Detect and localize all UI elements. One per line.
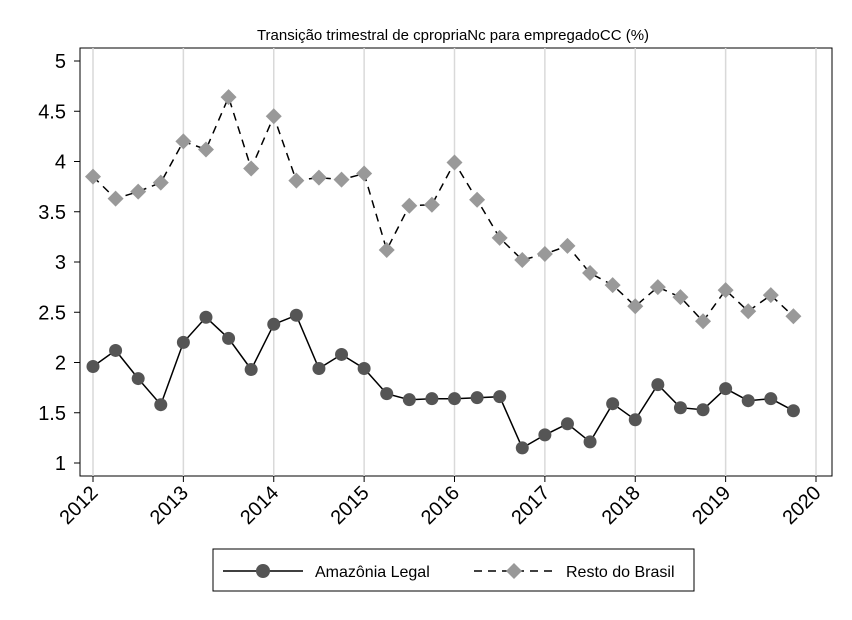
data-point-resto-do-brasil: [401, 197, 418, 214]
y-tick-label-3.5: 3.5: [38, 202, 66, 224]
data-point-resto-do-brasil: [243, 160, 260, 177]
data-point-amazonia-legal: [380, 387, 394, 401]
plot-area: [79, 47, 833, 477]
data-point-resto-do-brasil: [740, 303, 757, 320]
data-point-resto-do-brasil: [469, 191, 486, 208]
y-tick-label-4.5: 4.5: [38, 101, 66, 123]
data-point-amazonia-legal: [267, 317, 281, 331]
data-point-amazonia-legal: [109, 343, 123, 357]
data-point-amazonia-legal: [86, 360, 100, 374]
data-point-amazonia-legal: [357, 362, 371, 376]
data-point-amazonia-legal: [199, 310, 213, 324]
data-point-resto-do-brasil: [446, 154, 463, 171]
data-point-resto-do-brasil: [152, 174, 169, 191]
data-point-resto-do-brasil: [604, 277, 621, 294]
y-tick-label-5: 5: [55, 51, 66, 73]
data-point-resto-do-brasil: [423, 196, 440, 213]
data-point-amazonia-legal: [244, 363, 258, 377]
data-point-amazonia-legal: [673, 401, 687, 415]
data-point-amazonia-legal: [628, 413, 642, 427]
legend-label-resto: Resto do Brasil: [566, 564, 675, 581]
data-point-amazonia-legal: [289, 308, 303, 322]
data-point-resto-do-brasil: [649, 279, 666, 296]
data-point-amazonia-legal: [131, 372, 145, 386]
data-point-amazonia-legal: [538, 428, 552, 442]
data-point-amazonia-legal: [651, 378, 665, 392]
data-point-resto-do-brasil: [333, 171, 350, 188]
data-point-resto-do-brasil: [717, 282, 734, 299]
data-point-resto-do-brasil: [175, 133, 192, 150]
x-tick-label-2016: 2016: [417, 482, 464, 529]
x-tick-label-2018: 2018: [598, 482, 645, 529]
data-point-resto-do-brasil: [378, 241, 395, 258]
data-point-amazonia-legal: [764, 392, 778, 406]
x-tick-label-2020: 2020: [779, 482, 826, 529]
data-point-amazonia-legal: [606, 397, 620, 411]
data-point-amazonia-legal: [448, 392, 461, 406]
data-point-resto-do-brasil: [514, 251, 531, 268]
data-point-amazonia-legal: [493, 390, 507, 404]
x-tick-label-2014: 2014: [236, 482, 283, 529]
data-point-resto-do-brasil: [672, 289, 689, 306]
y-tick-label-4: 4: [55, 152, 66, 174]
series-layer: [85, 89, 802, 455]
x-tick-label-2013: 2013: [146, 482, 193, 529]
data-point-resto-do-brasil: [582, 265, 599, 282]
data-point-resto-do-brasil: [762, 287, 779, 304]
data-point-amazonia-legal: [741, 394, 755, 408]
data-point-resto-do-brasil: [107, 190, 124, 207]
data-point-resto-do-brasil: [695, 313, 712, 330]
legend-marker-resto: [506, 563, 522, 579]
data-point-amazonia-legal: [312, 362, 326, 376]
data-point-resto-do-brasil: [288, 172, 305, 189]
x-tick-label-2019: 2019: [688, 482, 735, 529]
y-tick-label-1.5: 1.5: [38, 403, 66, 425]
data-point-resto-do-brasil: [491, 229, 508, 246]
data-point-amazonia-legal: [176, 335, 190, 349]
data-point-amazonia-legal: [786, 404, 800, 418]
legend: Amazônia Legal Resto do Brasil: [212, 548, 695, 592]
data-point-amazonia-legal: [222, 331, 236, 345]
data-point-resto-do-brasil: [220, 89, 237, 106]
y-tick-label-3: 3: [55, 252, 66, 274]
data-point-amazonia-legal: [696, 403, 710, 417]
data-point-amazonia-legal: [719, 382, 733, 396]
data-point-resto-do-brasil: [785, 308, 802, 325]
data-point-resto-do-brasil: [130, 183, 147, 200]
data-point-resto-do-brasil: [356, 165, 373, 182]
x-tick-label-2015: 2015: [327, 482, 374, 529]
x-tick-label-2012: 2012: [56, 482, 103, 529]
legend-box: [212, 548, 695, 592]
data-point-amazonia-legal: [470, 391, 484, 405]
data-point-amazonia-legal: [425, 392, 439, 406]
chart-title: Transição trimestral de cpropriaNc para …: [257, 27, 649, 44]
data-point-resto-do-brasil: [310, 169, 327, 186]
y-tick-label-2: 2: [55, 353, 66, 375]
data-point-amazonia-legal: [335, 347, 349, 361]
data-point-amazonia-legal: [515, 441, 529, 455]
legend-marker-amazonia: [256, 564, 270, 578]
legend-label-amazonia: Amazônia Legal: [315, 564, 430, 581]
x-tick-label-2017: 2017: [507, 482, 554, 529]
data-point-resto-do-brasil: [627, 298, 644, 315]
data-point-resto-do-brasil: [85, 168, 101, 185]
data-point-amazonia-legal: [583, 435, 597, 449]
data-point-resto-do-brasil: [265, 108, 282, 125]
data-point-resto-do-brasil: [559, 237, 576, 254]
data-point-resto-do-brasil: [536, 245, 553, 262]
data-point-amazonia-legal: [154, 398, 168, 412]
data-point-amazonia-legal: [560, 417, 574, 431]
y-tick-label-1: 1: [55, 453, 66, 475]
data-point-resto-do-brasil: [197, 141, 214, 158]
y-tick-label-2.5: 2.5: [38, 302, 66, 324]
data-point-amazonia-legal: [402, 393, 416, 407]
